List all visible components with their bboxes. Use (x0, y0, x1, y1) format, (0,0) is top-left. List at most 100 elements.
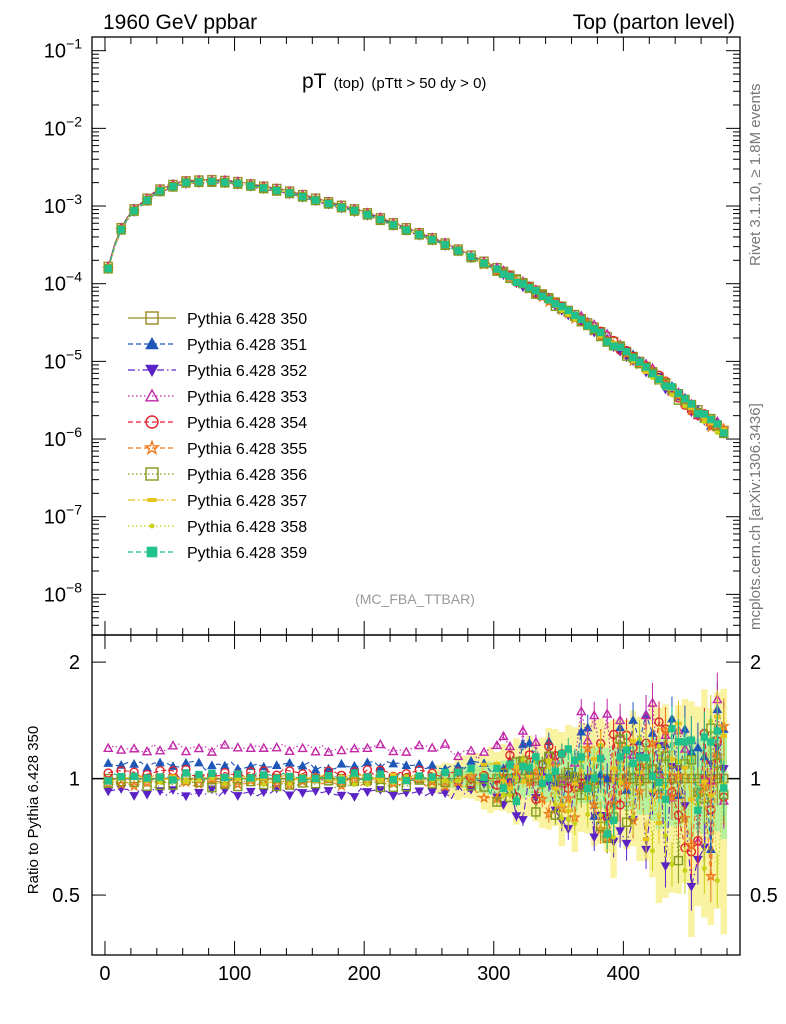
main-point (622, 347, 631, 356)
ratio-point (207, 783, 217, 793)
main-point (545, 296, 553, 304)
ratio-point (297, 742, 308, 753)
ratio-series-line (107, 726, 725, 837)
ratio-y-tick-label-right: 1 (750, 769, 761, 791)
y-tick-label: 10−3 (44, 191, 82, 218)
ratio-ylabel: Ratio to Pythia 6.428 350 (25, 726, 42, 894)
ratio-point (477, 791, 491, 804)
ratio-point (414, 739, 425, 750)
main-point (590, 325, 598, 333)
main-point (454, 247, 462, 255)
main-point (415, 230, 423, 239)
ratio-point (415, 772, 423, 780)
ratio-point (206, 746, 218, 756)
legend-marker (145, 364, 159, 378)
main-point (104, 264, 112, 273)
ratio-y-tick-label: 1 (69, 769, 80, 791)
main-point (402, 226, 410, 234)
ratio-point (271, 781, 282, 792)
main-point (713, 420, 722, 428)
ratio-point (466, 781, 476, 791)
ratio-point (350, 769, 359, 777)
ratio-point (364, 781, 370, 787)
main-point (577, 315, 585, 324)
ratio-point (141, 746, 153, 756)
main-point (596, 328, 605, 337)
y-tick-label: 10−8 (44, 579, 82, 606)
x-tick-label: 300 (477, 963, 510, 985)
ratio-point (258, 742, 269, 752)
ratio-point (259, 779, 269, 790)
ratio-curves (102, 672, 730, 911)
ratio-point (193, 742, 205, 753)
legend: Pythia 6.428 350 Pythia 6.428 351 Pythia 6… (128, 311, 307, 562)
ratio-series-359 (104, 704, 728, 850)
legend-label: Pythia 6.428 352 (187, 363, 307, 380)
ratio-point (232, 742, 243, 752)
ratio-point (103, 768, 113, 778)
legend-label: Pythia 6.428 354 (187, 415, 307, 432)
x-tick-label: 0 (99, 963, 110, 985)
y-tick-label: 10−2 (44, 113, 82, 140)
main-point (350, 206, 359, 215)
ratio-point (247, 774, 255, 782)
main-curves (102, 174, 730, 439)
ratio-point (219, 739, 231, 749)
ratio-point (183, 777, 189, 783)
ratio-point (297, 760, 308, 770)
ratio-point (245, 742, 256, 752)
legend-label: Pythia 6.428 359 (187, 545, 307, 562)
ratio-point (388, 745, 399, 756)
main-point (564, 306, 572, 315)
ratio-point (182, 769, 190, 777)
ratio-point (271, 742, 282, 752)
ratio-point (376, 770, 385, 778)
main-point (414, 230, 424, 240)
x-tick-label: 100 (218, 963, 251, 985)
ratio-point (362, 742, 373, 753)
ratio-y-tick-label-right: 0.5 (750, 885, 778, 907)
ratio-point (479, 782, 489, 792)
main-point (558, 302, 566, 311)
band-segment-inner (448, 770, 455, 788)
ratio-y-tick-label: 2 (69, 652, 80, 674)
main-point (169, 182, 177, 191)
main-point (362, 210, 373, 220)
main-point (311, 196, 320, 204)
ratio-point (233, 781, 243, 792)
ratio-point (284, 745, 295, 756)
ratio-point (234, 770, 242, 778)
legend-label: Pythia 6.428 356 (187, 467, 307, 484)
main-point (571, 311, 579, 320)
ratio-point (442, 777, 448, 783)
legend-marker (146, 546, 158, 558)
main-point (642, 369, 650, 374)
y-tick-label: 10−4 (44, 269, 82, 296)
ratio-point (116, 760, 127, 769)
ratio-point (310, 746, 321, 756)
legend-marker (145, 415, 159, 429)
header-right: Top (parton level) (573, 11, 735, 34)
main-series-359 (104, 177, 728, 437)
ratio-series-line (108, 728, 725, 861)
y-tick-label: 10−7 (44, 502, 82, 529)
legend-marker (144, 388, 160, 402)
main-point (532, 287, 540, 295)
y-tick-label: 10−5 (44, 346, 82, 373)
ratio-point (323, 746, 334, 757)
legend-label: Pythia 6.428 351 (187, 337, 307, 354)
y-tick-label: 10−6 (44, 424, 82, 451)
main-point (642, 363, 650, 371)
legend-label: Pythia 6.428 358 (187, 519, 307, 536)
legend-label: Pythia 6.428 355 (187, 441, 307, 458)
ratio-point (337, 776, 346, 784)
rivet-label: Rivet 3.1.10, ≥ 1.8M events (747, 84, 764, 267)
legend-marker (147, 498, 157, 502)
ratio-series-line (108, 745, 725, 887)
ratio-point (336, 791, 347, 801)
main-point (467, 252, 475, 261)
legend-marker (149, 523, 155, 529)
ratio-point (465, 745, 477, 755)
